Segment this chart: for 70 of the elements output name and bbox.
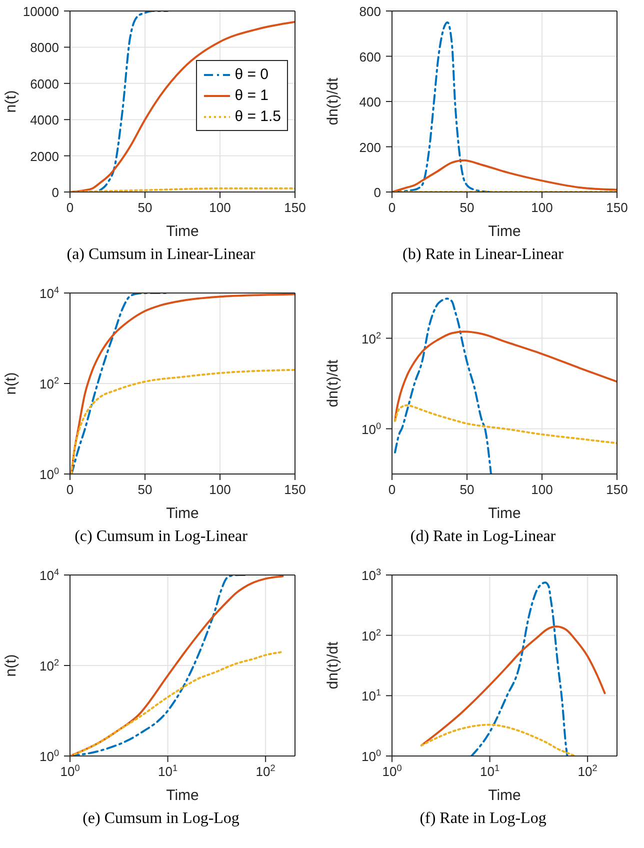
x-tick-label: 0 bbox=[388, 200, 396, 215]
legend-label: θ = 1 bbox=[234, 86, 268, 106]
text: (e) Cumsum in Log-Log bbox=[82, 810, 240, 828]
x-axis-title: Time bbox=[166, 787, 199, 804]
x-axis-title: Time bbox=[166, 505, 199, 522]
y-tick-label: 10$^{2}$ bbox=[39, 658, 59, 674]
y-tick-label: 0 bbox=[374, 185, 381, 200]
y-tick-label: 10$^{4}$ bbox=[39, 285, 59, 301]
y-tick-label: 10$^{0}$ bbox=[39, 466, 59, 482]
y-tick-label: 0 bbox=[52, 185, 59, 200]
y-tick-label: 8000 bbox=[30, 40, 59, 56]
y-axis-title: n(t) bbox=[2, 654, 20, 677]
y-tick-label: 2000 bbox=[30, 148, 59, 164]
y-tick-label: 10$^{0}$ bbox=[39, 748, 59, 764]
line-series bbox=[394, 298, 492, 474]
line-series bbox=[394, 404, 617, 444]
text: (f) Rate in Log-Log bbox=[418, 810, 548, 828]
x-tick-label: 150 bbox=[606, 482, 628, 497]
x-axis-title: Time bbox=[488, 505, 521, 522]
x-axis-title: Time bbox=[166, 223, 199, 240]
line-series bbox=[99, 11, 168, 192]
y-axis-title: dn(t)/dt bbox=[324, 358, 342, 408]
x-tick-label: 50 bbox=[460, 200, 474, 215]
x-tick-label: 50 bbox=[138, 200, 152, 215]
x-tick-label: 10$^{0}$ bbox=[382, 763, 402, 779]
y-tick-label: 10$^{2}$ bbox=[39, 376, 59, 392]
y-axis-title: dn(t)/dt bbox=[324, 640, 342, 690]
y-axis-title: dn(t)/dt bbox=[324, 76, 342, 126]
x-tick-label: 150 bbox=[284, 200, 306, 215]
text: (c) Cumsum in Log-Linear bbox=[74, 528, 248, 546]
x-tick-label: 150 bbox=[284, 482, 306, 497]
x-tick-label: 10$^{2}$ bbox=[256, 763, 276, 779]
y-axis-title: n(t) bbox=[2, 372, 20, 395]
y-tick-label: 10$^{2}$ bbox=[361, 330, 381, 346]
x-tick-label: 150 bbox=[606, 200, 628, 215]
x-tick-label: 50 bbox=[460, 482, 474, 497]
x-tick-label: 100 bbox=[209, 200, 231, 215]
text: (b) Rate in Linear-Linear bbox=[402, 246, 564, 264]
legend-label: θ = 0 bbox=[234, 65, 268, 85]
x-tick-label: 100 bbox=[531, 200, 553, 215]
y-tick-label: 400 bbox=[359, 94, 381, 110]
text: (a) Cumsum in Linear-Linear bbox=[66, 246, 256, 264]
x-tick-label: 0 bbox=[388, 482, 396, 497]
y-tick-label: 600 bbox=[359, 49, 381, 64]
x-tick-label: 10$^{1}$ bbox=[158, 763, 178, 779]
y-tick-label: 4000 bbox=[30, 112, 59, 128]
y-tick-label: 10$^{3}$ bbox=[361, 567, 381, 583]
x-tick-label: 50 bbox=[138, 482, 152, 497]
text: (d) Rate in Log-Linear bbox=[409, 528, 557, 546]
legend-label: θ = 1.5 bbox=[234, 107, 281, 127]
y-tick-label: 6000 bbox=[30, 76, 59, 92]
y-tick-label: 10$^{0}$ bbox=[361, 748, 381, 764]
x-tick-label: 0 bbox=[66, 482, 74, 497]
x-tick-label: 0 bbox=[66, 200, 74, 215]
y-tick-label: 10$^{2}$ bbox=[361, 627, 381, 644]
y-tick-label: 10$^{1}$ bbox=[361, 688, 381, 704]
x-tick-label: 100 bbox=[531, 482, 553, 497]
y-axis-title: n(t) bbox=[2, 90, 20, 113]
line-series bbox=[394, 330, 617, 422]
x-axis-title: Time bbox=[488, 223, 521, 240]
x-tick-label: 10$^{0}$ bbox=[60, 763, 80, 779]
y-tick-label: 200 bbox=[359, 140, 381, 155]
x-tick-label: 10$^{1}$ bbox=[480, 763, 500, 779]
y-tick-label: 10$^{0}$ bbox=[361, 420, 381, 437]
y-tick-label: 10$^{4}$ bbox=[39, 567, 59, 583]
y-tick-label: 800 bbox=[359, 4, 381, 19]
y-tick-label: 10000 bbox=[22, 4, 59, 19]
x-tick-label: 100 bbox=[209, 482, 231, 497]
x-axis-title: Time bbox=[488, 787, 521, 804]
x-tick-label: 10$^{2}$ bbox=[578, 763, 598, 779]
